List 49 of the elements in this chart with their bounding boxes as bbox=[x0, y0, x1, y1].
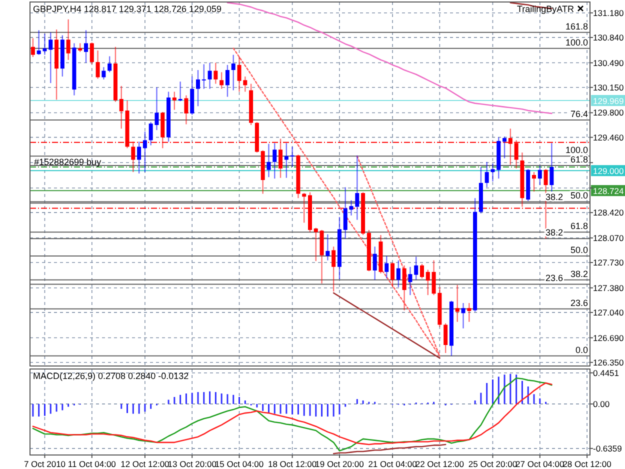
y-tick-label: 128.070 bbox=[593, 232, 624, 243]
y-tick-label: 130.490 bbox=[593, 58, 624, 68]
y-tick-label: 127.380 bbox=[593, 282, 624, 293]
annotation: 38.2 bbox=[570, 268, 588, 279]
chart-title: GBPJPY,H4 128.817 129.371 128.726 129.059 bbox=[33, 4, 222, 14]
y-tick-label: 130.150 bbox=[593, 82, 624, 92]
annotation: 161.8 bbox=[565, 21, 588, 32]
y-tick-label: 129.460 bbox=[593, 132, 624, 142]
ref-line-label: 129.969 bbox=[593, 96, 624, 106]
ref-line-label: #152882699 buy bbox=[34, 156, 102, 167]
annotation: 50.0 bbox=[570, 245, 588, 256]
y-tick-label: 0.00 bbox=[593, 398, 610, 409]
line-series bbox=[332, 292, 440, 359]
x-tick-label: 18 Oct 12:00 bbox=[268, 459, 317, 469]
y-tick-label: 130.840 bbox=[593, 32, 624, 42]
x-tick-label: 7 Oct 2010 bbox=[24, 459, 66, 469]
x-tick-label: 25 Oct 20:00 bbox=[468, 459, 518, 469]
x-tick-label: 21 Oct 04:00 bbox=[368, 459, 418, 469]
ref-line-label: 129.000 bbox=[593, 166, 624, 176]
annotation: 50.0 bbox=[570, 190, 588, 201]
x-tick-label: 27 Oct 04:00 bbox=[516, 459, 565, 469]
x-tick-label: 12 Oct 12:00 bbox=[120, 459, 170, 469]
y-tick-label: 127.040 bbox=[593, 307, 624, 318]
y-tick-label: 126.690 bbox=[593, 332, 624, 343]
annotation: 38.2 bbox=[545, 192, 563, 202]
x-tick-label: 13 Oct 20:00 bbox=[168, 459, 217, 469]
y-tick-label: -0.6359 bbox=[593, 443, 622, 454]
annotation: 23.6 bbox=[570, 298, 588, 308]
y-tick-label: 126.350 bbox=[593, 357, 624, 368]
annotation: 61.8 bbox=[570, 154, 588, 165]
annotation: TrailingByATR bbox=[516, 4, 574, 14]
x-tick-label: 11 Oct 04:00 bbox=[68, 459, 116, 469]
annotation: 0.0 bbox=[575, 344, 588, 355]
y-tick-label: 129.800 bbox=[593, 108, 624, 118]
y-tick-label: 131.180 bbox=[593, 8, 624, 18]
annotation: 100.0 bbox=[565, 37, 588, 48]
annotation: 76.4 bbox=[570, 108, 588, 119]
annotation: 61.8 bbox=[570, 221, 588, 232]
line-series bbox=[332, 444, 446, 454]
x-tick-label: 22 Oct 12:00 bbox=[415, 459, 464, 469]
chart-title: MACD(12,26,9) 0.2708 0.2840 -0.0132 bbox=[33, 371, 189, 381]
ref-line-label: 128.724 bbox=[593, 186, 624, 196]
x-tick-label: 28 Oct 12:00 bbox=[562, 459, 612, 469]
y-tick-label: 128.420 bbox=[593, 208, 624, 218]
y-tick-label: 0.4451 bbox=[593, 368, 620, 378]
y-tick-label: 127.730 bbox=[593, 258, 624, 268]
x-tick-label: 15 Oct 04:00 bbox=[214, 459, 264, 469]
annotation: 100.0 bbox=[565, 145, 588, 156]
x-tick-label: 19 Oct 20:00 bbox=[315, 459, 364, 469]
